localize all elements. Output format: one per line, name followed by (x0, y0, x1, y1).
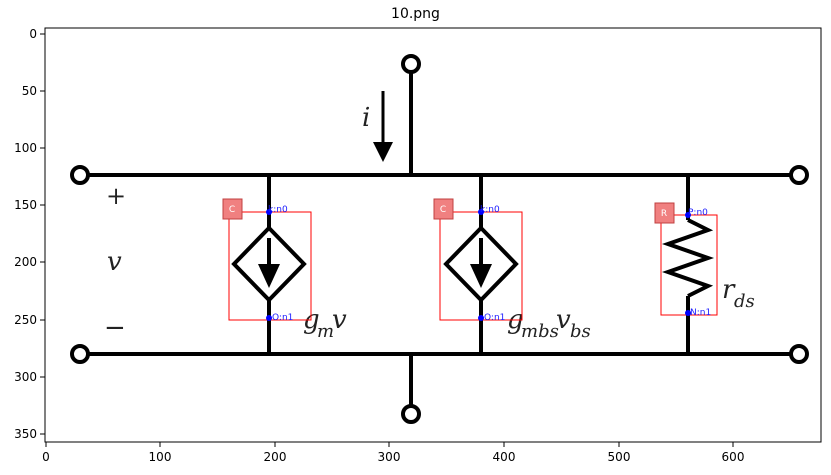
source1-gain-subscript: m (317, 321, 334, 342)
x-tick-label: 100 (149, 450, 172, 464)
right-top-terminal (789, 165, 809, 185)
left-top-terminal (70, 165, 90, 185)
source1-arrow-head (258, 264, 280, 288)
y-axis: 0 50 100 150 200 250 300 350 (14, 27, 45, 441)
x-tick-label: 0 (42, 450, 50, 464)
pin-label: k:n0 (268, 205, 288, 215)
annotation-resistor: R P:n0 N:n1 (654, 202, 718, 318)
source2-control-subscript: bs (570, 321, 591, 342)
source1-control-voltage: v (332, 305, 347, 335)
y-tick-label: 150 (14, 198, 37, 212)
y-tick-label: 0 (29, 27, 37, 41)
y-tick-label: 300 (14, 370, 37, 384)
minus-label: − (104, 313, 126, 343)
y-tick-label: 350 (14, 427, 37, 441)
pin-label: O:n1 (484, 313, 505, 323)
right-bottom-terminal (789, 344, 809, 364)
pin-label: k:n0 (480, 205, 500, 215)
y-tick-label: 50 (22, 84, 37, 98)
annotation-tag (654, 202, 675, 224)
source2-arrow-head (470, 264, 492, 288)
y-tick-label: 100 (14, 141, 37, 155)
resistor-zigzag (661, 218, 715, 298)
source2-control-voltage: v (556, 305, 571, 335)
current-arrow-head (373, 142, 393, 162)
x-tick-label: 400 (493, 450, 516, 464)
voltage-label: v (107, 247, 122, 277)
x-tick-label: 300 (378, 450, 401, 464)
x-axis: 0 100 200 300 400 500 600 (42, 442, 744, 464)
y-tick-label: 250 (14, 313, 37, 327)
annotation-tag-label: C (229, 205, 235, 215)
bottom-terminal (401, 404, 421, 424)
pin-label: N:n1 (690, 308, 711, 318)
resistor-label: r ds (722, 275, 755, 312)
circuit (70, 54, 809, 424)
pin-dot (685, 212, 691, 218)
pin-dot (266, 209, 272, 215)
resistor-subscript: ds (734, 291, 755, 312)
plot-frame (44, 27, 822, 443)
figure-title: 10.png (391, 6, 440, 22)
resistor-symbol: r (722, 275, 736, 305)
pin-dot (266, 315, 272, 321)
pin-dot (685, 310, 691, 316)
annotation-tag (222, 198, 243, 220)
left-bottom-terminal (70, 344, 90, 364)
y-tick-label: 200 (14, 255, 37, 269)
x-tick-label: 600 (722, 450, 745, 464)
pin-label: O:n1 (272, 313, 293, 323)
x-tick-label: 200 (264, 450, 287, 464)
pin-dot (478, 315, 484, 321)
annotation-tag-label: R (661, 209, 667, 219)
pin-label: P:n0 (688, 208, 708, 218)
source2-gain-subscript: mbs (521, 321, 559, 342)
annotation-source1: C k:n0 O:n1 (222, 198, 312, 323)
current-label: i (362, 103, 370, 133)
top-terminal (401, 54, 421, 74)
x-tick-label: 500 (608, 450, 631, 464)
annotation-tag-label: C (440, 205, 446, 215)
annotation-source2: C k:n0 O:n1 (433, 198, 523, 323)
plus-label: + (106, 182, 126, 210)
annotation-tag (433, 198, 454, 220)
source2-gain-label: g mbs v bs (507, 305, 591, 342)
pin-dot (478, 209, 484, 215)
